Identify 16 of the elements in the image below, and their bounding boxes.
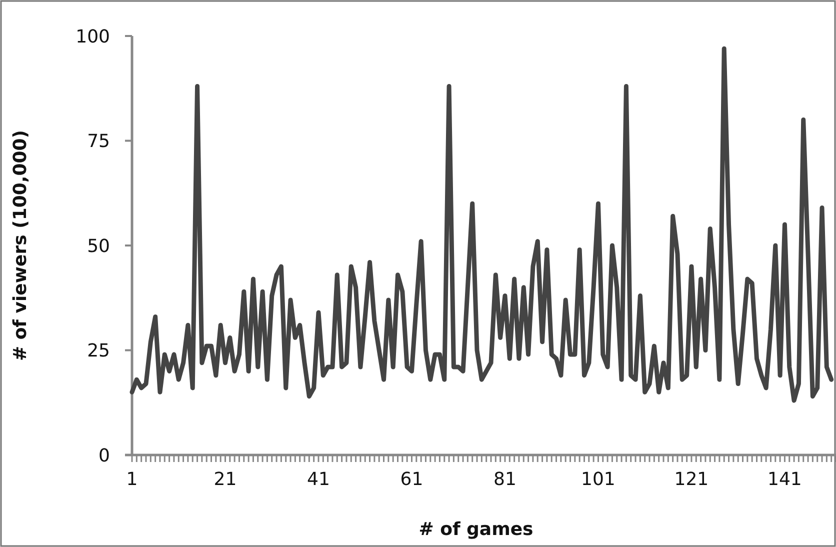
y-tick-label: 50 xyxy=(87,236,110,257)
line-series xyxy=(130,46,834,403)
x-tick-label: 101 xyxy=(581,469,616,490)
y-tick-label: 100 xyxy=(76,26,110,48)
y-tick-label: 0 xyxy=(98,445,110,466)
x-tick-label: 81 xyxy=(494,469,516,490)
x-tick-label: 1 xyxy=(126,469,138,490)
y-axis-title: # of viewers (100,000) xyxy=(10,130,31,362)
x-axis-title: # of games xyxy=(418,519,534,540)
x-tick-label: 121 xyxy=(674,469,709,490)
y-tick-label: 25 xyxy=(87,340,110,362)
x-tick-label: 61 xyxy=(400,469,424,490)
x-tick-label: 41 xyxy=(307,469,330,490)
y-tick-label: 75 xyxy=(87,131,110,152)
x-tick-label: 141 xyxy=(768,469,802,490)
x-tick-label: 21 xyxy=(214,469,237,490)
